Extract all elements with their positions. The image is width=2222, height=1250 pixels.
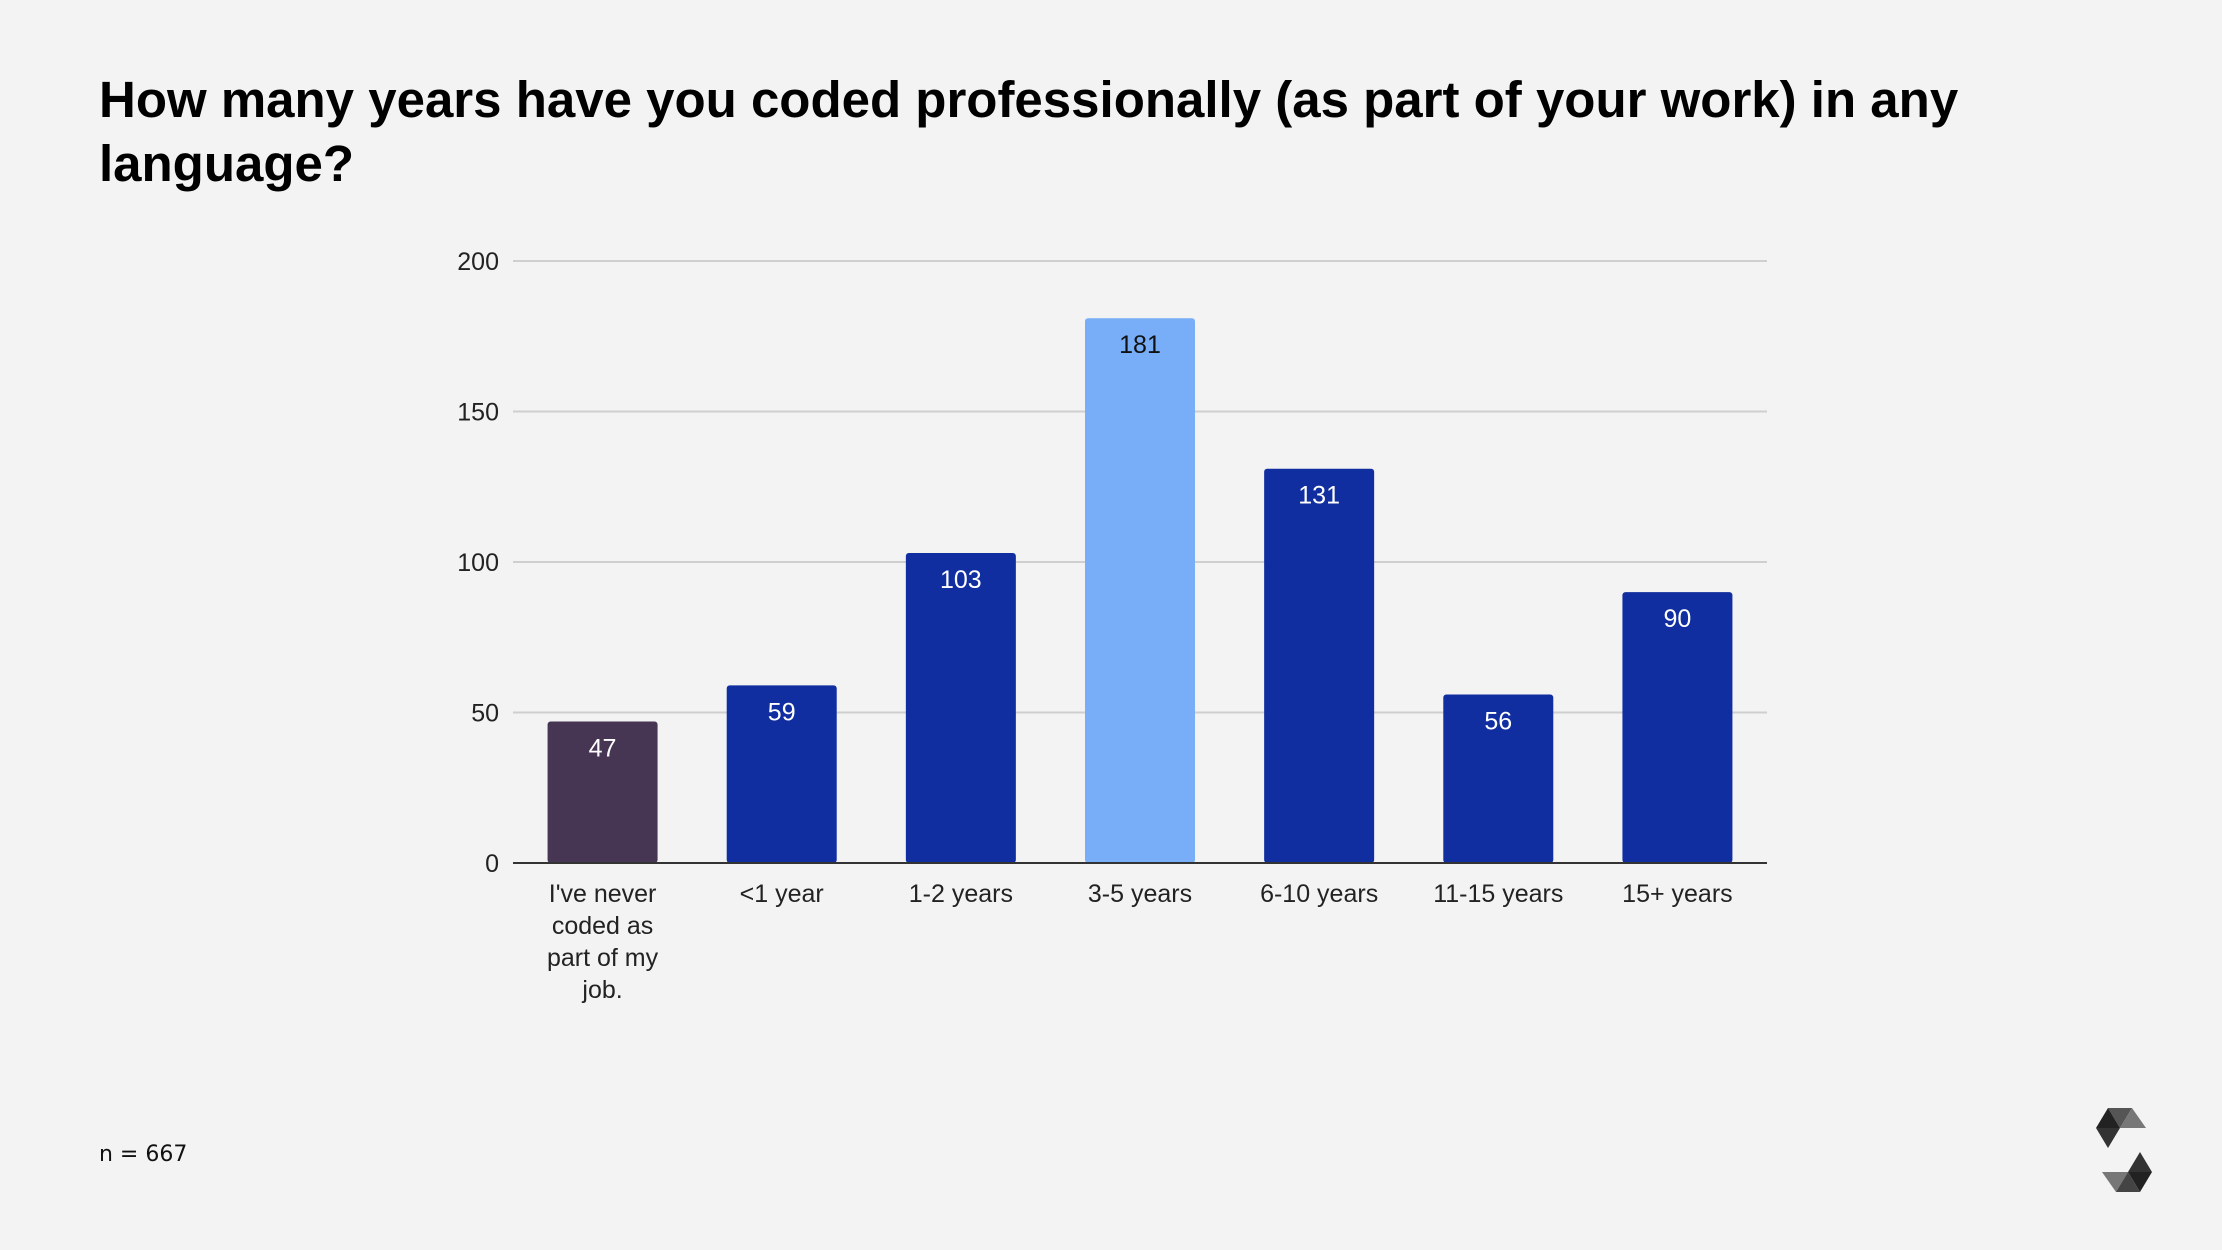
data-label: 47 (589, 735, 617, 763)
x-tick-label: job. (581, 976, 622, 1004)
x-tick-label: <1 year (740, 880, 824, 908)
sample-size-note: n = 667 (99, 1142, 188, 1167)
bar (1622, 592, 1733, 863)
data-label: 103 (940, 566, 982, 594)
data-label: 56 (1484, 707, 1512, 735)
x-tick-label: 6-10 years (1260, 880, 1378, 908)
x-tick-label: I've never (549, 880, 657, 908)
y-tick-label: 100 (457, 549, 499, 577)
y-tick-label: 50 (471, 700, 499, 728)
x-tick-label: coded as (552, 912, 653, 940)
chart-title: How many years have you coded profession… (99, 71, 1959, 192)
x-tick-label: 15+ years (1622, 880, 1733, 908)
y-tick-label: 0 (485, 850, 499, 878)
data-label: 90 (1664, 605, 1692, 633)
y-tick-label: 200 (457, 248, 499, 276)
bar (1085, 318, 1195, 863)
bar (1264, 468, 1375, 863)
x-tick-label: 3-5 years (1088, 880, 1192, 908)
solidity-logo-icon (2096, 1108, 2152, 1192)
x-tick-label: part of my (547, 944, 659, 972)
x-tick-label: 11-15 years (1433, 880, 1563, 908)
bar (547, 721, 658, 863)
data-label: 59 (768, 698, 796, 726)
bar (1443, 694, 1554, 863)
y-tick-label: 150 (457, 399, 499, 427)
bar (905, 552, 1016, 863)
data-label: 131 (1298, 482, 1340, 510)
x-tick-label: 1-2 years (909, 880, 1013, 908)
data-label: 181 (1119, 331, 1161, 359)
bar (726, 685, 837, 863)
